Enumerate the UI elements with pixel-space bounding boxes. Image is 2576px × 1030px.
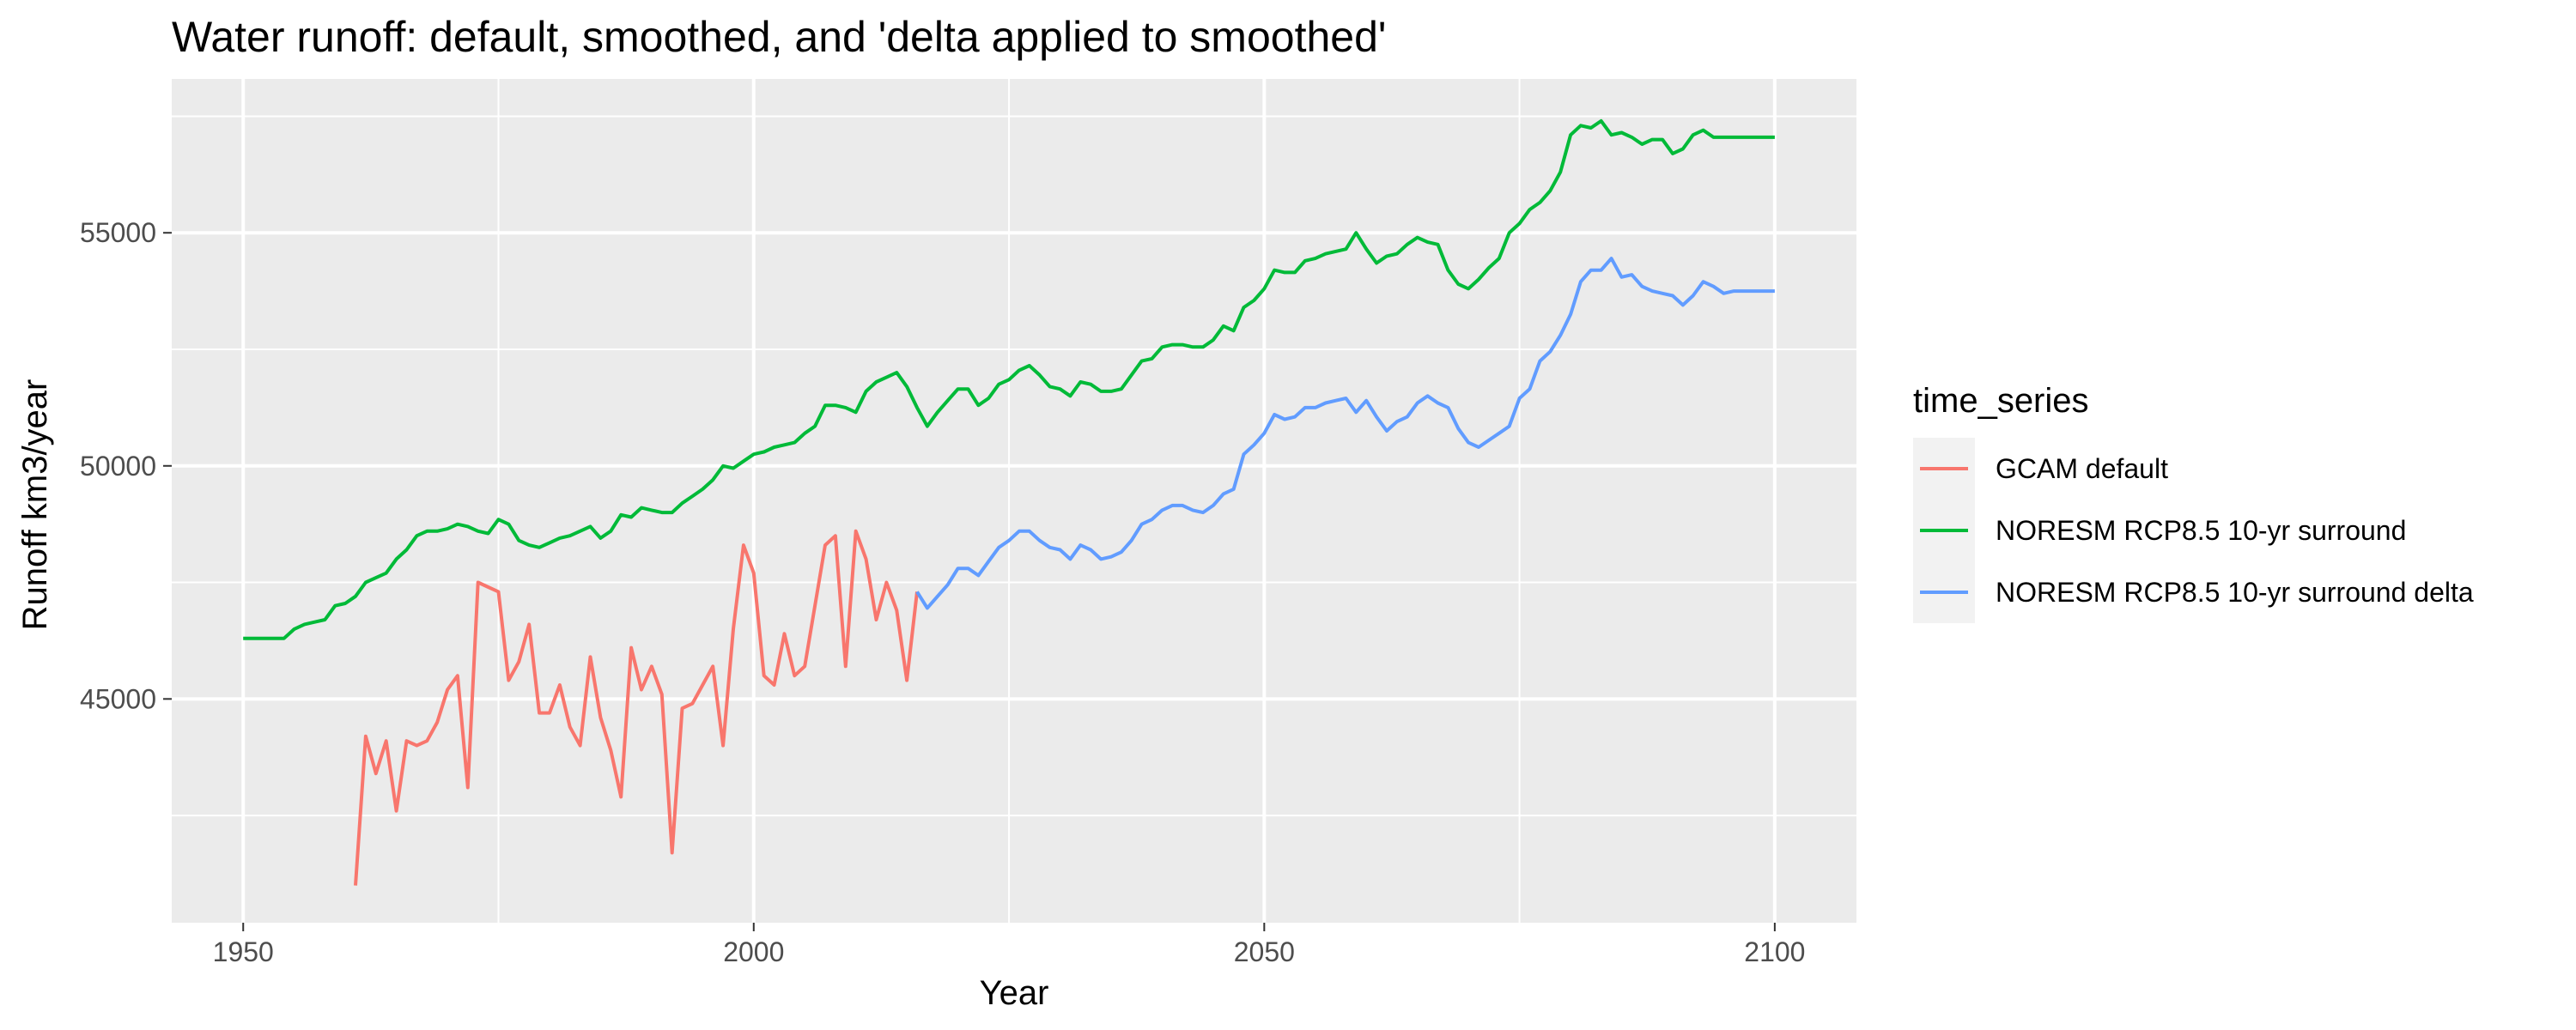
x-axis-title: Year bbox=[980, 974, 1049, 1012]
series-line-3 bbox=[915, 257, 1775, 610]
series-lines bbox=[243, 118, 1775, 886]
legend-label-3: NORESM RCP8.5 10-yr surround delta bbox=[1996, 577, 2474, 608]
series-line-1 bbox=[354, 529, 919, 886]
plot-panel bbox=[172, 79, 1856, 923]
y-tick-label: 55000 bbox=[80, 217, 156, 248]
chart-title: Water runoff: default, smoothed, and 'de… bbox=[172, 13, 1386, 61]
grid-major bbox=[172, 79, 1856, 923]
legend-items: GCAM default NORESM RCP8.5 10-yr surround… bbox=[1913, 438, 2474, 623]
legend-label-2: NORESM RCP8.5 10-yr surround bbox=[1996, 515, 2406, 546]
x-tick-labels: 1950 2000 2050 2100 bbox=[213, 936, 1806, 967]
y-axis-title: Runoff km3/year bbox=[16, 379, 54, 631]
legend-title: time_series bbox=[1913, 382, 2089, 420]
axis-ticks bbox=[163, 232, 1776, 931]
x-tick-label: 2100 bbox=[1744, 936, 1805, 967]
legend: time_series GCAM default NORESM RCP8.5 10… bbox=[1913, 382, 2474, 623]
legend-label-1: GCAM default bbox=[1996, 453, 2168, 484]
y-tick-label: 50000 bbox=[80, 451, 156, 482]
y-tick-labels: 45000 50000 55000 bbox=[80, 217, 156, 714]
series-line-2 bbox=[243, 118, 1775, 640]
y-tick-label: 45000 bbox=[80, 683, 156, 714]
x-tick-label: 2000 bbox=[723, 936, 784, 967]
grid-minor bbox=[172, 79, 1856, 923]
x-tick-label: 2050 bbox=[1234, 936, 1295, 967]
x-tick-label: 1950 bbox=[213, 936, 274, 967]
